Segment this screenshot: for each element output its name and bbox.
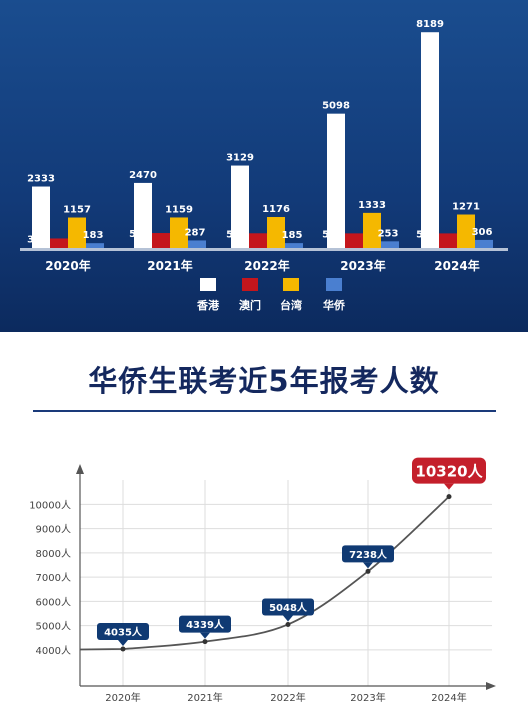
value-callout-pointer xyxy=(283,615,293,622)
bar-value-label: 2470 xyxy=(129,170,157,181)
y-tick-label: 7000人 xyxy=(36,572,71,584)
y-tick-label: 10000人 xyxy=(29,499,71,511)
bar-aomen-2020 xyxy=(50,238,68,248)
value-label: 4035人 xyxy=(104,626,143,639)
bar-value-label: 1157 xyxy=(63,205,91,216)
bar-taiwan-2024 xyxy=(457,214,475,248)
y-tick-label: 8000人 xyxy=(36,548,71,560)
line-chart-panel: 4000人 5000人 6000人 7000人 8000人 9000人 10000人 2020… xyxy=(0,440,528,713)
bar-huaqiao-2021 xyxy=(188,240,206,248)
bar-chart-background xyxy=(0,0,528,332)
x-tick-label: 2023年 xyxy=(350,691,385,704)
x-tick-label: 2024年 xyxy=(431,691,466,704)
bar-category-label: 2024年 xyxy=(434,258,479,273)
bar-category-label: 2022年 xyxy=(244,258,289,273)
bar-aomen-2021 xyxy=(152,233,170,248)
bar-category-label: 2020年 xyxy=(45,258,90,273)
page-title: 华侨生联考近5年报考人数 xyxy=(88,364,440,398)
data-point xyxy=(365,568,371,574)
y-tick-label: 9000人 xyxy=(36,524,71,536)
data-point xyxy=(285,621,291,627)
bar-value-label: 362 xyxy=(27,234,48,245)
value-callout-pointer xyxy=(363,562,373,569)
legend-label-xianggang: 香港 xyxy=(196,298,220,312)
bar-value-label: 3129 xyxy=(226,153,254,164)
bar-huaqiao-2023 xyxy=(381,241,399,248)
value-callout-box xyxy=(97,623,149,641)
value-callout-box xyxy=(412,457,486,484)
bar-value-label: 8189 xyxy=(416,19,444,30)
legend-label-taiwan: 台湾 xyxy=(280,298,302,312)
value-label: 5048人 xyxy=(269,601,308,614)
bar-taiwan-2021 xyxy=(170,217,188,248)
bar-huaqiao-2022 xyxy=(285,243,303,248)
legend-swatch-huaqiao xyxy=(326,278,342,291)
bar-taiwan-2022 xyxy=(267,217,285,248)
legend-label-aomen: 澳门 xyxy=(239,298,261,312)
bar-category-label: 2021年 xyxy=(147,258,192,273)
bar-value-label: 183 xyxy=(83,230,104,241)
value-callout-pointer xyxy=(200,632,210,639)
bar-xianggang-2024 xyxy=(421,32,439,248)
bar-value-label: 306 xyxy=(472,227,493,238)
x-axis-arrow xyxy=(486,682,496,690)
title-divider xyxy=(33,410,496,412)
bar-value-label: 554 xyxy=(416,229,437,240)
bar-value-label: 5098 xyxy=(322,101,350,112)
bar-xianggang-2023 xyxy=(327,113,345,249)
bar-aomen-2023 xyxy=(345,233,363,248)
data-point xyxy=(120,646,126,652)
bar-category-label: 2023年 xyxy=(340,258,385,273)
bar-value-label: 558 xyxy=(226,229,247,240)
bar-xianggang-2022 xyxy=(231,165,249,248)
bar-value-label: 253 xyxy=(378,228,399,239)
value-callout-pointer xyxy=(118,640,128,647)
x-tick-label: 2020年 xyxy=(105,691,140,704)
x-tick-label: 2022年 xyxy=(270,691,305,704)
bar-value-label: 287 xyxy=(185,227,206,238)
bar-value-label: 555 xyxy=(322,229,343,240)
y-tick-label: 6000人 xyxy=(36,596,71,608)
line-chart: 4000人 5000人 6000人 7000人 8000人 9000人 10000人 2020… xyxy=(29,457,496,704)
legend-swatch-taiwan xyxy=(283,278,299,291)
y-tick-label: 4000人 xyxy=(36,645,71,657)
value-callout-box xyxy=(262,598,314,616)
bar-xianggang-2021 xyxy=(134,182,152,248)
value-callout-pointer xyxy=(444,483,454,490)
bar-value-label: 1176 xyxy=(262,204,290,215)
bar-value-label: 568 xyxy=(129,229,150,240)
legend-swatch-aomen xyxy=(242,278,258,291)
legend-label-huaqiao: 华侨 xyxy=(323,298,346,312)
bar-value-label: 1159 xyxy=(165,204,193,215)
bar-value-label: 2333 xyxy=(27,174,55,185)
y-axis-arrow xyxy=(76,464,84,474)
value-label: 7238人 xyxy=(349,548,388,561)
legend-swatch-xianggang xyxy=(200,278,216,291)
data-point xyxy=(446,494,452,500)
bar-value-label: 1271 xyxy=(452,202,480,213)
value-callout-box xyxy=(342,545,394,563)
bar-aomen-2024 xyxy=(439,233,457,248)
bar-value-label: 1333 xyxy=(358,200,386,211)
bar-value-label: 185 xyxy=(282,230,303,241)
bar-taiwan-2020 xyxy=(68,217,86,248)
bar-baseline xyxy=(20,248,508,251)
bar-chart: 2333 362 1157 183 2020年 2470 568 1159 287 2021年 31… xyxy=(0,0,528,332)
bar-taiwan-2023 xyxy=(363,212,381,248)
y-tick-label: 5000人 xyxy=(36,621,71,633)
value-label: 10320人 xyxy=(415,463,483,481)
x-tick-label: 2021年 xyxy=(187,691,222,704)
bar-huaqiao-2024 xyxy=(475,239,493,248)
data-point xyxy=(202,639,208,645)
value-callout-box xyxy=(179,615,231,633)
value-label: 4339人 xyxy=(186,618,225,631)
bar-aomen-2022 xyxy=(249,233,267,248)
bar-huaqiao-2020 xyxy=(86,243,104,248)
bar-chart-panel: 2333 362 1157 183 2020年 2470 568 1159 287 2021年 31… xyxy=(0,0,528,332)
bar-xianggang-2020 xyxy=(32,186,50,248)
